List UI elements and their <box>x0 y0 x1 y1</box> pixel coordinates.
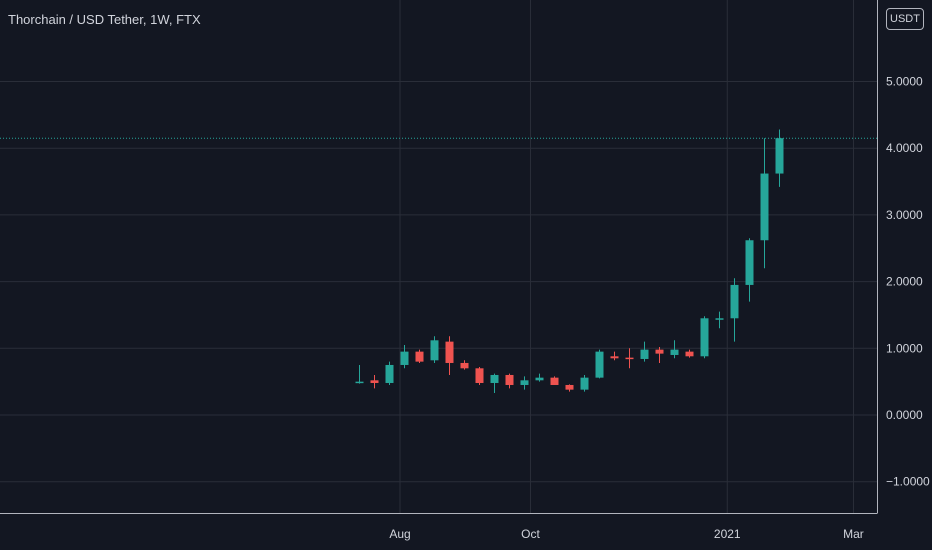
x-tick-label: 2021 <box>714 527 741 541</box>
candle-body <box>715 318 724 320</box>
candle[interactable] <box>670 340 679 359</box>
axes <box>0 0 878 514</box>
candle[interactable] <box>640 341 649 362</box>
grid-lines <box>0 0 877 513</box>
candle-body <box>745 240 754 285</box>
candle-body <box>610 356 619 359</box>
candle[interactable] <box>475 366 484 385</box>
x-tick-label: Mar <box>843 527 864 541</box>
candle-body <box>535 377 544 381</box>
candle-body <box>415 351 424 362</box>
candle[interactable] <box>580 374 589 392</box>
candle[interactable] <box>745 238 754 302</box>
x-tick-label: Oct <box>521 527 540 541</box>
candle[interactable] <box>565 384 574 392</box>
candle[interactable] <box>655 346 664 363</box>
candle-body <box>625 357 634 360</box>
candle[interactable] <box>700 316 709 359</box>
candles <box>355 129 784 393</box>
candle-body <box>475 368 484 383</box>
candle-body <box>640 349 649 359</box>
candle-body <box>385 364 394 383</box>
y-tick-label: 5.0000 <box>886 75 923 89</box>
candle-body <box>370 380 379 383</box>
candle-body <box>760 173 769 241</box>
candle[interactable] <box>550 376 559 385</box>
candle-body <box>490 374 499 383</box>
candle-body <box>700 318 709 357</box>
candle[interactable] <box>730 278 739 342</box>
candle[interactable] <box>430 336 439 363</box>
y-tick-label: 0.0000 <box>886 408 923 422</box>
candle[interactable] <box>370 374 379 389</box>
y-tick-label: −1.0000 <box>886 475 930 489</box>
candle-body <box>445 341 454 363</box>
candle[interactable] <box>355 364 364 384</box>
candle[interactable] <box>535 373 544 382</box>
candle-body <box>580 377 589 390</box>
y-tick-label: 3.0000 <box>886 208 923 222</box>
chart-title: Thorchain / USD Tether, 1W, FTX <box>8 12 201 27</box>
candle-body <box>670 349 679 355</box>
candle-body <box>730 284 739 319</box>
y-tick-label: 4.0000 <box>886 141 923 155</box>
candle-body <box>430 340 439 361</box>
candle-body <box>595 351 604 378</box>
candle[interactable] <box>400 344 409 369</box>
candle-body <box>775 138 784 174</box>
candle-body <box>685 351 694 357</box>
tick-labels: 5.0000 4.0000 3.0000 2.0000 1.0000 0.0000 −1.0… <box>389 75 930 542</box>
candle-body <box>355 381 364 384</box>
candle[interactable] <box>460 360 469 370</box>
candle[interactable] <box>415 349 424 363</box>
candle-body <box>460 362 469 369</box>
candle[interactable] <box>490 373 499 393</box>
candle[interactable] <box>385 361 394 385</box>
candle-body <box>520 380 529 385</box>
x-tick-label: Aug <box>389 527 410 541</box>
candle[interactable] <box>625 348 634 369</box>
candle[interactable] <box>685 349 694 358</box>
candle-body <box>550 377 559 385</box>
candle-body <box>655 349 664 354</box>
candle-body <box>565 384 574 390</box>
candle[interactable] <box>445 336 454 375</box>
candle[interactable] <box>715 311 724 329</box>
y-tick-label: 1.0000 <box>886 341 923 355</box>
candle[interactable] <box>520 376 529 390</box>
y-tick-label: 2.0000 <box>886 275 923 289</box>
candle-body <box>400 351 409 365</box>
candle[interactable] <box>505 373 514 389</box>
currency-button[interactable]: USDT <box>886 8 924 30</box>
candle[interactable] <box>760 138 769 269</box>
candle[interactable] <box>775 129 784 187</box>
candle-body <box>505 374 514 385</box>
candle[interactable] <box>595 349 604 379</box>
candle[interactable] <box>610 351 619 361</box>
